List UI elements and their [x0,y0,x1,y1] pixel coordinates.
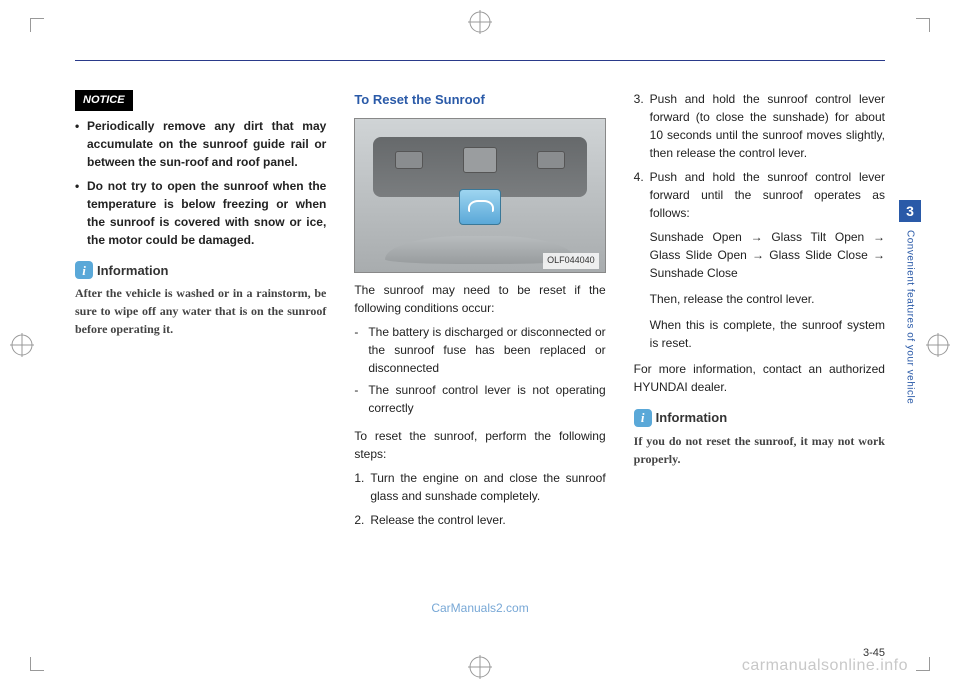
intro-text: The sunroof may need to be reset if the … [354,281,605,317]
notice-bullet: • Periodically remove any dirt that may … [75,117,326,171]
step-text: Release the control lever. [370,511,605,529]
complete-note: When this is complete, the sunroof syste… [650,316,885,352]
figure-caption: OLF044040 [543,253,599,269]
watermark: CarManuals2.com [431,601,528,615]
notice-label: NOTICE [75,90,133,111]
step-text: Turn the engine on and close the sunroof… [370,469,605,505]
information-header: i Information [634,408,885,428]
sunroof-lever [459,189,501,225]
information-title: Information [97,261,169,281]
crop-mark [916,657,930,671]
manual-page: NOTICE • Periodically remove any dirt th… [75,60,885,639]
column-1: NOTICE • Periodically remove any dirt th… [75,90,326,535]
bullet-marker: • [75,177,87,249]
steps-intro: To reset the sunroof, perform the follow… [354,427,605,463]
chapter-title: Convenient features of your vehicle [905,230,916,404]
registration-mark [468,655,492,679]
operation-sequence: Sunshade Open → Glass Tilt Open → Glass … [650,228,885,282]
chapter-number: 3 [899,200,921,222]
registration-mark [926,333,950,357]
crop-mark [30,657,44,671]
crop-mark [30,18,44,32]
dash-marker: - [354,323,368,377]
information-body: After the vehicle is washed or in a rain… [75,284,326,338]
step-text: Push and hold the sunroof control lever … [650,168,885,222]
notice-bullet: • Do not try to open the sunroof when th… [75,177,326,249]
notice-text: Do not try to open the sunroof when the … [87,177,326,249]
step-item: 3. Push and hold the sunroof control lev… [634,90,885,162]
release-note: Then, release the control lever. [650,290,885,308]
panel-button [537,151,565,169]
section-title: To Reset the Sunroof [354,90,605,110]
information-header: i Information [75,261,326,281]
bullet-marker: • [75,117,87,171]
information-title: Information [656,408,728,428]
step-number: 3. [634,90,650,162]
column-3: 3. Push and hold the sunroof control lev… [634,90,885,535]
step-item: 4. Push and hold the sunroof control lev… [634,168,885,222]
info-icon: i [634,409,652,427]
step-item: 2. Release the control lever. [354,511,605,529]
notice-text: Periodically remove any dirt that may ac… [87,117,326,171]
content-columns: NOTICE • Periodically remove any dirt th… [75,60,885,535]
header-rule [75,60,885,61]
column-2: To Reset the Sunroof OLF044040 The sunro… [354,90,605,535]
step-text: Push and hold the sunroof control lever … [650,90,885,162]
chapter-tab: 3 Convenient features of your vehicle [897,200,923,500]
sunroof-figure: OLF044040 [354,118,605,273]
info-icon: i [75,261,93,279]
registration-mark [10,333,34,357]
step-number: 4. [634,168,650,222]
information-body: If you do not reset the sunroof, it may … [634,432,885,468]
step-number: 1. [354,469,370,505]
dash-marker: - [354,381,368,417]
condition-text: The sunroof control lever is not operati… [368,381,605,417]
panel-button [463,147,497,173]
condition-item: - The sunroof control lever is not opera… [354,381,605,417]
step-item: 1. Turn the engine on and close the sunr… [354,469,605,505]
watermark: carmanualsonline.info [742,657,908,675]
dealer-note: For more information, contact an authori… [634,360,885,396]
step-number: 2. [354,511,370,529]
panel-button [395,151,423,169]
condition-text: The battery is discharged or disconnecte… [368,323,605,377]
condition-item: - The battery is discharged or disconnec… [354,323,605,377]
registration-mark [468,10,492,34]
crop-mark [916,18,930,32]
